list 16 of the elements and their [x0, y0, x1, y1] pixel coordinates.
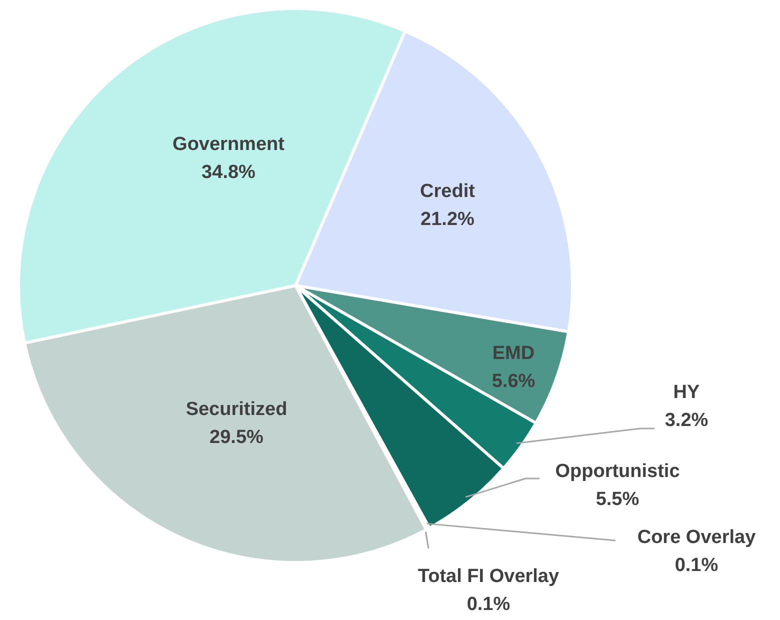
- slice-label: Total FI Overlay: [418, 566, 560, 587]
- data-label: 3.2%: [664, 410, 708, 432]
- data-label: 0.1%: [466, 594, 510, 616]
- slice-label: Securitized: [186, 398, 288, 420]
- slice-label: HY: [673, 382, 700, 403]
- data-label: 5.6%: [492, 371, 536, 392]
- data-label: 29.5%: [210, 427, 264, 448]
- data-label: 21.2%: [420, 209, 475, 230]
- slice-label: Opportunistic: [555, 460, 680, 482]
- slice-label: Credit: [420, 180, 476, 202]
- data-label: 5.5%: [596, 489, 640, 510]
- data-label: 34.8%: [202, 162, 256, 184]
- slice-label: Core Overlay: [637, 526, 756, 548]
- slice-label: Government: [172, 134, 286, 155]
- data-label: 0.1%: [674, 555, 718, 576]
- slice-label: EMD: [492, 342, 535, 364]
